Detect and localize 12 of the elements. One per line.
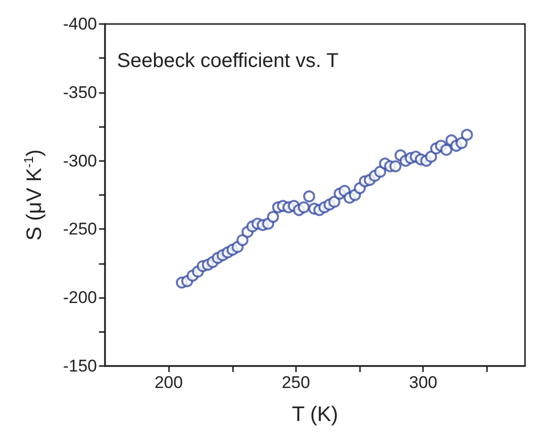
y-axis-title: S (μV K-1)	[21, 149, 46, 241]
y-tick-label: -200	[62, 288, 97, 308]
text: Seebeck coefficient vs. T	[117, 50, 339, 72]
x-tick-label: 200	[154, 373, 183, 392]
x-tick-label: 300	[408, 373, 438, 392]
x-tick-label: 250	[282, 373, 310, 392]
y-tick-label: -400	[62, 14, 97, 34]
y-tick-label: -350	[62, 82, 97, 102]
y-tick-label: -300	[62, 151, 97, 170]
x-axis-title: T (K)	[292, 403, 338, 426]
y-tick-label: -250	[62, 220, 97, 239]
y-tick-label: -150	[62, 356, 97, 376]
